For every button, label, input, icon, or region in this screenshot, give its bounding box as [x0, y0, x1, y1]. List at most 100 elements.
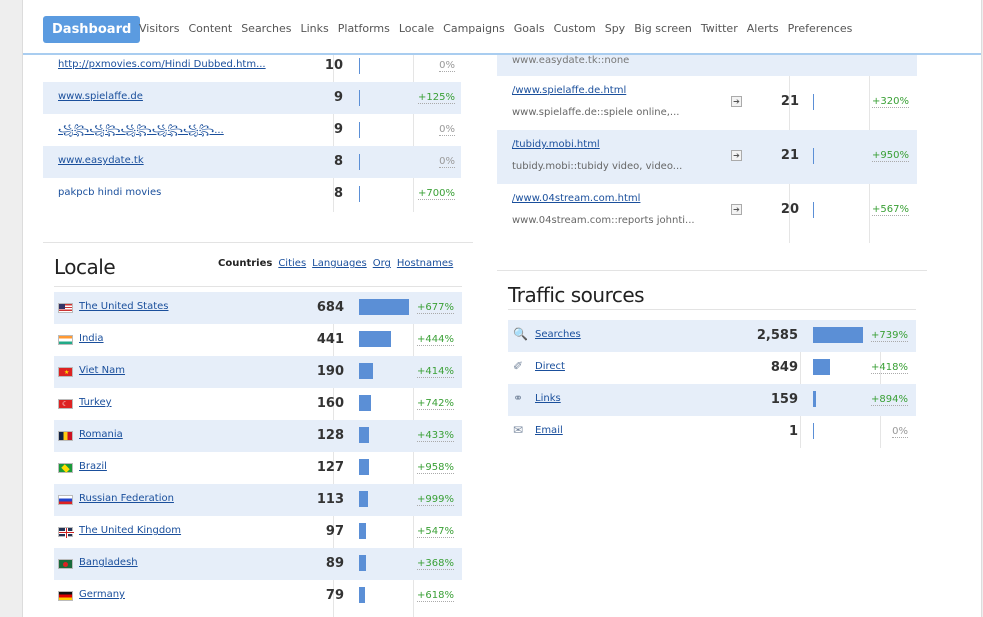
external-link-icon[interactable]: ➔	[731, 96, 742, 107]
locale-row: Brazil 127 +958%	[54, 452, 462, 484]
change-value: +125%	[418, 92, 455, 104]
traffic-source-link[interactable]: Searches	[535, 329, 581, 340]
tab-spy[interactable]: Spy	[604, 22, 626, 35]
country-bar	[359, 299, 409, 315]
country-count: 89	[325, 556, 344, 571]
country-count: 79	[325, 588, 344, 603]
link-bar	[359, 186, 360, 202]
country-count: 97	[325, 524, 344, 539]
country-link[interactable]: Turkey	[79, 397, 112, 408]
vn-flag-icon: ★	[58, 367, 73, 377]
country-change: +742%	[412, 398, 454, 410]
traffic-bar	[813, 423, 814, 439]
content-count: 21	[780, 148, 799, 163]
link-bar	[359, 58, 360, 74]
change-value: +567%	[872, 204, 909, 216]
tab-preferences[interactable]: Preferences	[787, 22, 853, 35]
country-change: +368%	[412, 558, 454, 570]
link-label[interactable]: http://pxmovies.com/Hindi Dubbed.htm...	[58, 59, 266, 70]
tab-platforms[interactable]: Platforms	[337, 22, 390, 35]
tab-dashboard[interactable]: Dashboard	[43, 16, 141, 43]
country-count: 127	[316, 460, 344, 475]
link-bar	[359, 154, 360, 170]
country-link[interactable]: Viet Nam	[79, 365, 126, 376]
traffic-row: ✐ Direct 849 +418%	[508, 352, 916, 384]
traffic-bar	[813, 359, 830, 375]
tab-searches[interactable]: Searches	[241, 22, 292, 35]
country-bar	[359, 587, 365, 603]
tab-alerts[interactable]: Alerts	[746, 22, 779, 35]
country-link[interactable]: Bangladesh	[79, 557, 138, 568]
content-desc: www.easydate.tk::none	[512, 55, 630, 66]
country-bar	[359, 363, 373, 379]
traffic-change: +739%	[866, 330, 908, 342]
content-path-link[interactable]: /www.spielaffe.de.html	[512, 85, 627, 96]
external-link-icon[interactable]: ➔	[731, 150, 742, 161]
content-path-link[interactable]: /www.04stream.com.html	[512, 193, 641, 204]
country-count: 160	[316, 396, 344, 411]
link-label[interactable]: www.spielaffe.de	[58, 91, 143, 102]
content-count: 21	[780, 94, 799, 109]
tab-content[interactable]: Content	[188, 22, 233, 35]
external-link-icon[interactable]: ➔	[731, 204, 742, 215]
tab-languages[interactable]: Languages	[312, 258, 367, 269]
traffic-source-link[interactable]: Direct	[535, 361, 565, 372]
link-label[interactable]: www.easydate.tk	[58, 155, 144, 166]
country-link[interactable]: Brazil	[79, 461, 107, 472]
locale-row: Romania 128 +433%	[54, 420, 462, 452]
column-divider	[333, 292, 334, 617]
traffic-source-link[interactable]: Email	[535, 425, 563, 436]
link-change: 0%	[413, 60, 455, 72]
tab-cities[interactable]: Cities	[278, 258, 307, 269]
tab-big-screen[interactable]: Big screen	[634, 22, 692, 35]
page: Dashboard Visitors Content Searches Link…	[22, 0, 982, 617]
country-link[interactable]: The United Kingdom	[79, 525, 182, 536]
change-value: +433%	[417, 430, 454, 442]
envelope-icon: ✉	[513, 423, 524, 437]
link-row: www.easydate.tk 8 0%	[43, 146, 461, 178]
tab-twitter[interactable]: Twitter	[700, 22, 738, 35]
links-panel: http://pxmovies.com/Hindi Dubbed.htm... 1…	[43, 50, 461, 212]
country-link[interactable]: Romania	[79, 429, 123, 440]
country-bar	[359, 427, 369, 443]
country-link[interactable]: Russian Federation	[79, 493, 174, 504]
locale-row: Russian Federation 113 +999%	[54, 484, 462, 516]
bd-flag-icon	[58, 559, 73, 569]
content-bar	[813, 94, 814, 110]
country-link[interactable]: India	[79, 333, 104, 344]
tab-visitors[interactable]: Visitors	[139, 22, 180, 35]
tab-locale[interactable]: Locale	[398, 22, 435, 35]
tab-goals[interactable]: Goals	[513, 22, 545, 35]
content-path-link[interactable]: /tubidy.mobi.html	[512, 139, 600, 150]
change-value: +739%	[871, 330, 908, 342]
tab-hostnames[interactable]: Hostnames	[396, 258, 454, 269]
country-change: +618%	[412, 590, 454, 602]
link-count: 8	[333, 154, 343, 169]
link-label[interactable]: pakpcb hindi movies	[58, 187, 162, 198]
change-value: 0%	[439, 156, 455, 168]
country-link[interactable]: The United States	[79, 301, 169, 312]
country-change: +547%	[412, 526, 454, 538]
br-flag-icon	[58, 463, 73, 473]
tab-org[interactable]: Org	[372, 258, 391, 269]
ru-flag-icon	[58, 495, 73, 505]
locale-row: ☾ Turkey 160 +742%	[54, 388, 462, 420]
link-count: 10	[324, 58, 343, 73]
tab-links[interactable]: Links	[300, 22, 329, 35]
tab-custom[interactable]: Custom	[553, 22, 596, 35]
traffic-source-link[interactable]: Links	[535, 393, 561, 404]
content-bar	[813, 148, 814, 164]
change-value: +418%	[871, 362, 908, 374]
locale-row: Germany 79 +618%	[54, 580, 462, 612]
country-link[interactable]: Germany	[79, 589, 125, 600]
link-change: 0%	[413, 124, 455, 136]
tab-campaigns[interactable]: Campaigns	[443, 22, 505, 35]
country-change: +958%	[412, 462, 454, 474]
link-count: 9	[333, 90, 343, 105]
locale-row: Bangladesh 89 +368%	[54, 548, 462, 580]
tab-countries[interactable]: Countries	[218, 258, 273, 269]
column-divider	[413, 50, 414, 212]
content-change: +320%	[869, 96, 909, 108]
link-label[interactable]: ꧁꧂꧁꧂꧁꧂꧁꧂꧁꧂...	[58, 125, 224, 136]
content-desc: www.spielaffe.de::spiele online,...	[512, 107, 680, 118]
